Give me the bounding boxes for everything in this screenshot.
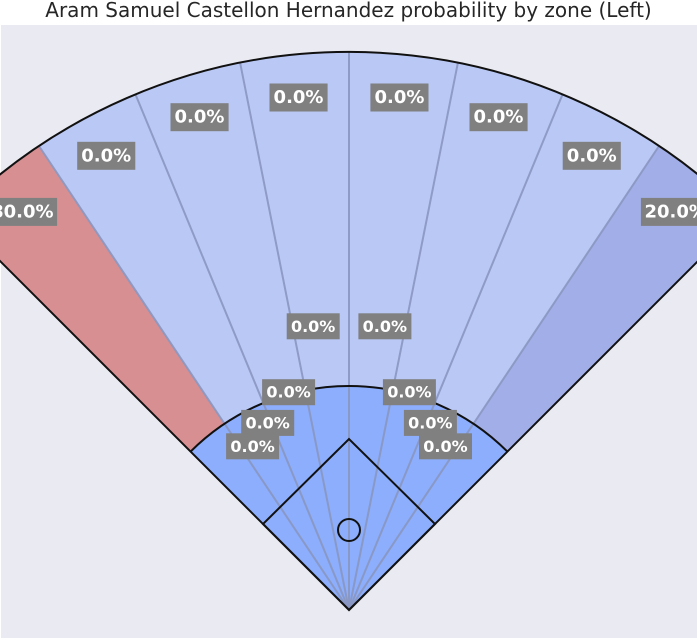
infield-label-3-text: 0.0% (266, 383, 310, 402)
zone-divider-6 (348, 94, 564, 611)
infield-label-3-box (262, 379, 316, 406)
zone-dividers (38, 52, 660, 611)
outfield-label-7: 0.0% (562, 141, 621, 170)
outfield-zone-5 (349, 51, 458, 391)
zone-divider-7 (348, 145, 660, 611)
infield-label-5-box (358, 313, 412, 340)
infield-label-8-box (419, 433, 472, 460)
outfield-zone-4 (240, 51, 349, 391)
outfield-label-3-box (170, 103, 229, 132)
infield-arc (189, 385, 509, 453)
infield-label-5-text: 0.0% (363, 317, 407, 336)
outfield-label-7-text: 0.0% (567, 145, 617, 166)
zone-labels: 80.0% 0.0% 0.0% 0.0% 0.0% 0.0% 0.0% 20.0% 0.0% 0.… (0, 83, 697, 460)
outfield-label-7-box (562, 141, 621, 170)
base-diamond (261, 437, 437, 612)
outfield-label-5-text: 0.0% (375, 87, 425, 108)
infield-label-7: 0.0% (403, 409, 457, 436)
outfield-label-4: 0.0% (269, 83, 328, 112)
infield-label-4-text: 0.0% (291, 317, 335, 336)
fence-outline (0, 51, 697, 612)
outfield-label-8-box (640, 197, 697, 226)
outfield-label-2: 0.0% (77, 141, 136, 170)
outfield-label-8-text: 20.0% (644, 201, 697, 222)
outfield-zone-2 (39, 94, 264, 424)
outfield-label-1-text: 80.0% (0, 201, 54, 222)
infield-label-6: 0.0% (382, 379, 436, 406)
field-outlines (0, 51, 697, 612)
outfield-label-6: 0.0% (469, 103, 528, 132)
infield-label-1-text: 0.0% (230, 437, 274, 456)
outfield-label-5: 0.0% (370, 83, 429, 112)
outfield-label-3: 0.0% (170, 103, 229, 132)
outfield-zone-3 (135, 62, 306, 404)
zone-divider-2 (134, 94, 350, 611)
outfield-label-8: 20.0% (640, 197, 697, 226)
infield-label-2: 0.0% (241, 409, 295, 436)
outfield-zone-6 (392, 62, 563, 404)
infield-label-8: 0.0% (419, 433, 472, 460)
chart-title: Aram Samuel Castellon Hernandez probabil… (45, 0, 652, 22)
outfield-label-5-box (370, 83, 429, 112)
infield-label-4: 0.0% (286, 313, 340, 340)
infield-label-4-box (286, 313, 340, 340)
infield-label-6-text: 0.0% (387, 383, 431, 402)
outfield-label-4-box (269, 83, 328, 112)
outfield-label-2-text: 0.0% (81, 145, 131, 166)
infield-label-6-box (382, 379, 436, 406)
outfield-label-1: 80.0% (0, 197, 58, 226)
zone-divider-1 (38, 145, 350, 611)
outfield-label-6-text: 0.0% (474, 107, 524, 128)
infield-label-1: 0.0% (226, 433, 280, 460)
outfield-label-2-box (77, 141, 136, 170)
outfield-label-1-box (0, 197, 58, 226)
outfield-label-6-box (469, 103, 528, 132)
pitchers-mound (337, 518, 361, 542)
infield-label-7-text: 0.0% (408, 413, 452, 432)
infield-label-3: 0.0% (262, 379, 316, 406)
infield-label-1-box (226, 433, 280, 460)
infield-label-7-box (403, 409, 457, 436)
infield-label-5: 0.0% (358, 313, 412, 340)
infield-label-8-text: 0.0% (423, 437, 467, 456)
outfield-zone-7 (434, 94, 659, 424)
infield-label-2-box (241, 409, 295, 436)
outfield-label-4-text: 0.0% (274, 87, 324, 108)
infield-label-2-text: 0.0% (245, 413, 289, 432)
outfield-label-3-text: 0.0% (175, 107, 225, 128)
